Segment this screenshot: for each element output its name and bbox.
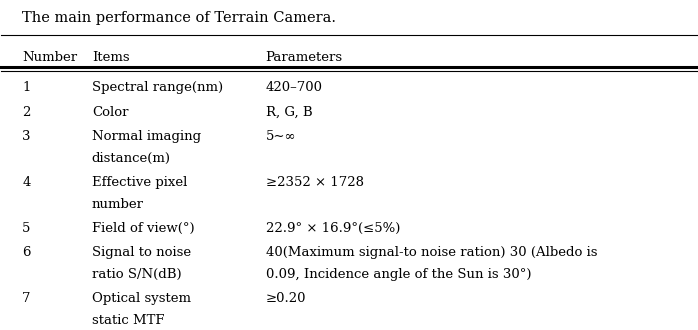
Text: Items: Items bbox=[91, 51, 129, 64]
Text: Effective pixel: Effective pixel bbox=[91, 176, 187, 189]
Text: Parameters: Parameters bbox=[265, 51, 343, 64]
Text: 2: 2 bbox=[22, 106, 31, 119]
Text: Optical system: Optical system bbox=[91, 292, 191, 306]
Text: ≥0.20: ≥0.20 bbox=[265, 292, 306, 306]
Text: Spectral range(nm): Spectral range(nm) bbox=[91, 81, 223, 94]
Text: 4: 4 bbox=[22, 176, 31, 189]
Text: distance(m): distance(m) bbox=[91, 152, 171, 165]
Text: R, G, B: R, G, B bbox=[265, 106, 312, 119]
Text: 40(Maximum signal-to noise ration) 30 (Albedo is: 40(Maximum signal-to noise ration) 30 (A… bbox=[265, 247, 597, 259]
Text: ratio S/N(dB): ratio S/N(dB) bbox=[91, 268, 181, 281]
Text: static MTF: static MTF bbox=[91, 314, 164, 327]
Text: 7: 7 bbox=[22, 292, 31, 306]
Text: ≥2352 × 1728: ≥2352 × 1728 bbox=[265, 176, 364, 189]
Text: 5: 5 bbox=[22, 222, 31, 235]
Text: Normal imaging: Normal imaging bbox=[91, 130, 201, 143]
Text: 0.09, Incidence angle of the Sun is 30°): 0.09, Incidence angle of the Sun is 30°) bbox=[265, 268, 531, 281]
Text: number: number bbox=[91, 198, 144, 211]
Text: Number: Number bbox=[22, 51, 77, 64]
Text: Field of view(°): Field of view(°) bbox=[91, 222, 194, 235]
Text: 5∼∞: 5∼∞ bbox=[265, 130, 296, 143]
Text: Color: Color bbox=[91, 106, 128, 119]
Text: 420–700: 420–700 bbox=[265, 81, 322, 94]
Text: 6: 6 bbox=[22, 247, 31, 259]
Text: 3: 3 bbox=[22, 130, 31, 143]
Text: 1: 1 bbox=[22, 81, 31, 94]
Text: The main performance of Terrain Camera.: The main performance of Terrain Camera. bbox=[22, 11, 336, 25]
Text: Signal to noise: Signal to noise bbox=[91, 247, 191, 259]
Text: 22.9° × 16.9°(≤5%): 22.9° × 16.9°(≤5%) bbox=[265, 222, 400, 235]
